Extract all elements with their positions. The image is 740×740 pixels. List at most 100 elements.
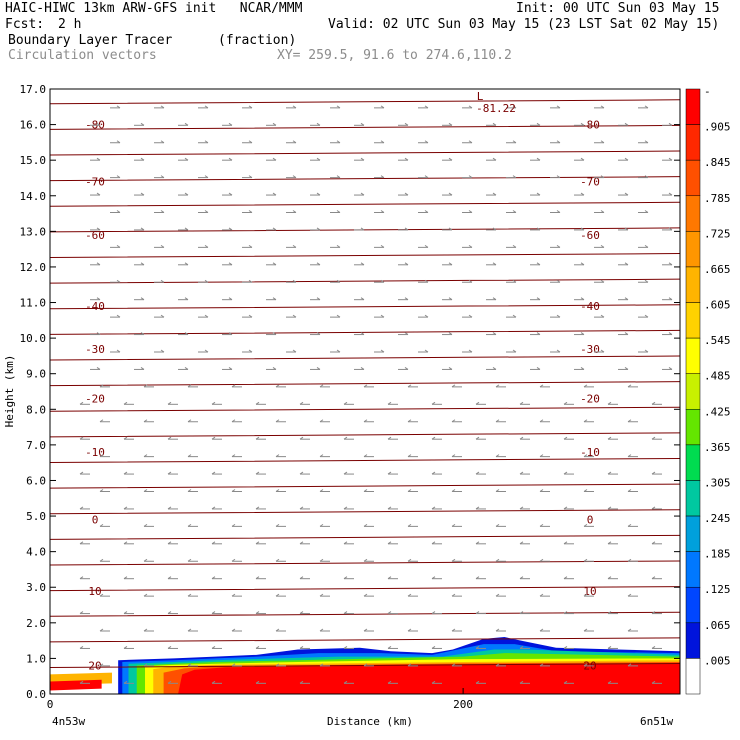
vector-arrow-head: [167, 471, 172, 475]
contour-label: -70: [85, 176, 105, 189]
vector-arrow-head: [248, 210, 253, 213]
vector-arrow-head: [448, 192, 453, 196]
vector-arrow-head: [211, 541, 216, 545]
vector-arrow-head: [167, 401, 172, 405]
vector-arrow-head: [512, 210, 517, 213]
contour-line: [50, 329, 680, 335]
field-name: Boundary Layer Tracer: [8, 33, 173, 48]
vector-arrow-head: [360, 367, 365, 370]
vector-arrow-head: [204, 210, 209, 213]
vector-arrow-head: [431, 506, 436, 510]
vector-arrow-head: [468, 244, 473, 248]
vector-arrow-head: [624, 122, 629, 126]
colorbar-label: .905: [704, 121, 731, 134]
vector-arrow-head: [275, 663, 280, 667]
vector-arrow-head: [255, 436, 260, 440]
colorbar-segment: [685, 515, 701, 552]
vector-arrow-head: [319, 454, 324, 458]
vector-arrow-head: [292, 349, 297, 353]
vector-arrow-head: [116, 175, 121, 179]
vector-arrow-head: [512, 314, 517, 318]
vector-arrow-head: [431, 576, 436, 580]
vector-arrow-head: [407, 384, 412, 388]
vector-arrow-head: [184, 157, 189, 161]
vector-arrow-head: [204, 349, 209, 353]
vector-arrow-head: [143, 663, 148, 667]
vector-arrow-head: [184, 367, 189, 370]
vector-arrow-head: [651, 611, 656, 614]
vector-arrow-head: [319, 663, 324, 667]
vector-arrow-head: [668, 297, 673, 301]
vector-arrow-head: [204, 105, 209, 109]
vector-arrow-head: [292, 140, 297, 144]
colorbar-segment: [685, 302, 701, 339]
colorbar-label: .845: [704, 156, 731, 169]
colorbar-segment: [685, 658, 701, 695]
contour-label: 10: [88, 585, 101, 598]
vector-arrow-head: [167, 646, 172, 649]
vector-arrow-head: [116, 140, 121, 144]
init-time: Init: 00 UTC Sun 03 May 15: [516, 1, 720, 16]
vector-arrow-head: [336, 349, 341, 353]
vector-arrow-head: [228, 227, 233, 231]
colorbar-label: .725: [704, 227, 731, 240]
vector-arrow-head: [387, 576, 392, 580]
vector-arrow-head: [211, 576, 216, 580]
vector-arrow-head: [231, 489, 236, 492]
vector-arrow-head: [495, 558, 500, 562]
vector-arrow-head: [448, 297, 453, 301]
vector-arrow-head: [580, 227, 585, 231]
contour-line: [50, 663, 680, 669]
vector-arrow-head: [563, 646, 568, 649]
vector-arrow-head: [519, 506, 524, 510]
vector-arrow-head: [583, 489, 588, 492]
contour-label: 0: [587, 514, 594, 527]
vector-arrow-head: [319, 419, 324, 423]
vector-arrow-head: [184, 262, 189, 266]
vector-arrow-head: [600, 244, 605, 248]
vector-arrow-head: [563, 401, 568, 405]
vector-arrow-head: [316, 157, 321, 161]
vector-arrow-head: [380, 279, 385, 283]
vector-arrow-head: [231, 558, 236, 562]
vector-arrow-head: [184, 227, 189, 231]
contour-line: [50, 586, 680, 592]
y-tick-label: 2.0: [26, 617, 46, 630]
vector-arrow-head: [316, 122, 321, 126]
vector-arrow-head: [668, 367, 673, 370]
vector-arrow-head: [275, 523, 280, 527]
vector-arrow-head: [495, 489, 500, 492]
vector-arrow-head: [319, 489, 324, 492]
vector-arrow-head: [187, 454, 192, 458]
vector-arrow-head: [407, 558, 412, 562]
contour-label: -40: [85, 300, 105, 313]
colorbar-label: .005: [704, 654, 731, 667]
vector-arrow-head: [255, 680, 260, 684]
vector-arrow-head: [140, 262, 145, 266]
colorbar-segment: [685, 480, 701, 517]
vector-arrow-head: [187, 419, 192, 423]
vector-arrow-head: [624, 227, 629, 231]
vector-arrow-head: [116, 314, 121, 318]
vector-arrow-head: [624, 297, 629, 301]
vector-arrow-head: [387, 541, 392, 545]
vector-arrow-head: [607, 646, 612, 649]
vector-arrow-head: [272, 262, 277, 266]
vector-arrow-head: [468, 105, 473, 109]
vector-arrow-head: [448, 122, 453, 126]
vector-arrow-head: [116, 105, 121, 109]
vector-arrow-head: [475, 471, 480, 475]
vector-arrow-head: [380, 175, 385, 179]
vector-arrow-head: [644, 175, 649, 179]
vector-arrow-head: [79, 471, 84, 475]
tracer-left-core: [50, 679, 102, 691]
vector-arrow-head: [167, 680, 172, 684]
vector-arrow-head: [624, 262, 629, 266]
vector-arrow-head: [211, 436, 216, 440]
vector-arrow-head: [407, 628, 412, 632]
vector-arrow-head: [319, 628, 324, 632]
vector-arrow-head: [448, 157, 453, 161]
vector-arrow-head: [123, 436, 128, 440]
vector-arrow-head: [580, 262, 585, 266]
contour-label: -20: [580, 393, 600, 406]
